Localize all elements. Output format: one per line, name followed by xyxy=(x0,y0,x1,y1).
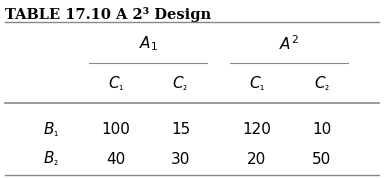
Text: $\mathit{B}_{₁}$: $\mathit{B}_{₁}$ xyxy=(43,120,59,139)
Text: 40: 40 xyxy=(106,152,126,167)
Text: $\mathit{A}^{2}$: $\mathit{A}^{2}$ xyxy=(279,34,299,53)
Text: 30: 30 xyxy=(171,152,190,167)
Text: $\mathit{C}_{₁}$: $\mathit{C}_{₁}$ xyxy=(248,74,265,93)
Text: $\mathit{A}_{1}$: $\mathit{A}_{1}$ xyxy=(139,34,158,53)
Text: TABLE 17.10 A 2³ Design: TABLE 17.10 A 2³ Design xyxy=(5,7,211,22)
Text: 15: 15 xyxy=(171,122,190,137)
Text: 20: 20 xyxy=(247,152,266,167)
Text: 100: 100 xyxy=(101,122,130,137)
Text: 120: 120 xyxy=(242,122,271,137)
Text: $\mathit{B}_{₂}$: $\mathit{B}_{₂}$ xyxy=(43,150,59,168)
Text: $\mathit{C}_{₂}$: $\mathit{C}_{₂}$ xyxy=(172,74,189,93)
Text: $\mathit{C}_{₂}$: $\mathit{C}_{₂}$ xyxy=(313,74,330,93)
Text: $\mathit{C}_{₁}$: $\mathit{C}_{₁}$ xyxy=(108,74,124,93)
Text: 50: 50 xyxy=(312,152,331,167)
Text: 10: 10 xyxy=(312,122,331,137)
